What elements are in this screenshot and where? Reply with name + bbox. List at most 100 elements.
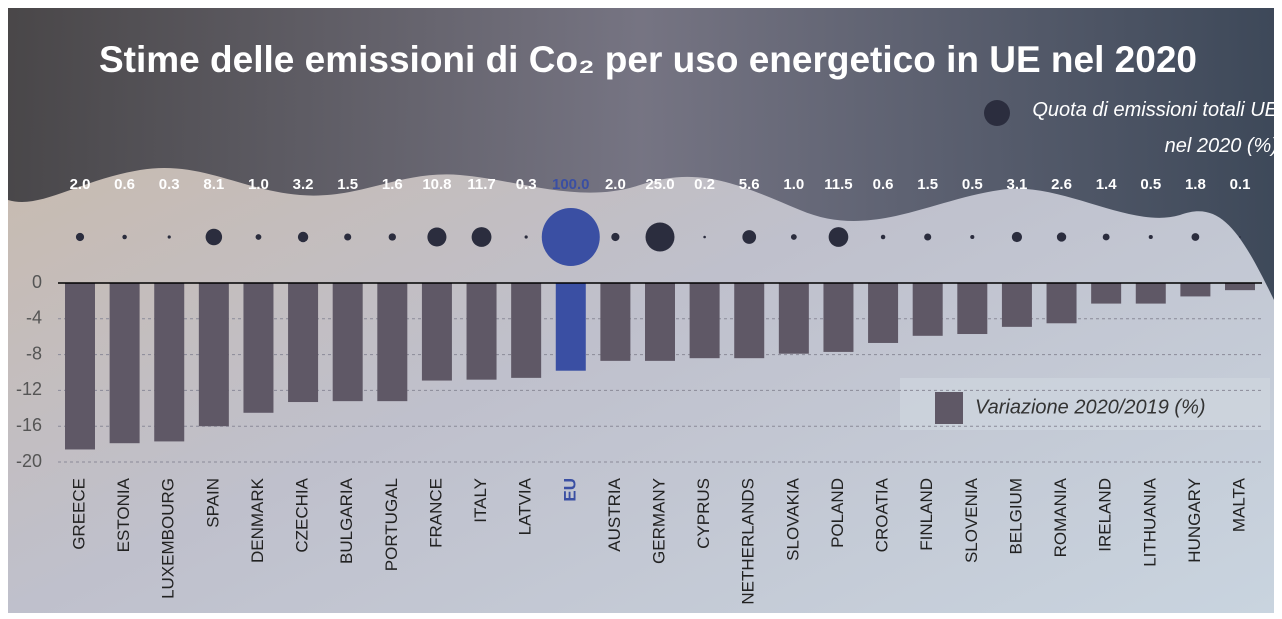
x-tick-label: LATVIA (516, 477, 535, 535)
y-tick-label: 0 (32, 272, 42, 292)
bubble (791, 234, 797, 240)
x-tick-label: ITALY (471, 478, 490, 523)
bar (511, 283, 541, 378)
bubble (122, 235, 126, 239)
bubble (646, 223, 675, 252)
bubble-value-label: 10.8 (422, 176, 451, 193)
bubble (1012, 232, 1022, 242)
x-tick-label: DENMARK (248, 477, 267, 563)
bar (1225, 283, 1255, 290)
y-tick-label: -20 (16, 451, 42, 471)
x-tick-label: HUNGARY (1185, 478, 1204, 563)
bar (110, 283, 140, 443)
bubble-value-label: 11.5 (824, 176, 852, 193)
bar (1047, 283, 1077, 323)
x-tick-label: IRELAND (1096, 478, 1115, 552)
bubble (389, 233, 396, 240)
bubble-value-label: 100.0 (552, 176, 590, 193)
y-tick-label: -16 (16, 415, 42, 435)
y-tick-label: -8 (26, 343, 42, 363)
bubble-value-label: 8.1 (203, 176, 224, 193)
bubble-value-label: 2.0 (70, 176, 91, 193)
y-tick-label: -4 (26, 308, 42, 328)
bubble-value-label: 1.0 (783, 176, 804, 193)
bubble (1057, 232, 1066, 241)
x-tick-label: SPAIN (203, 478, 222, 528)
x-tick-label: CYPRUS (694, 478, 713, 549)
x-tick-label: GERMANY (649, 478, 668, 564)
x-tick-label: SLOVAKIA (783, 477, 802, 560)
bubble (1103, 234, 1110, 241)
chart-page: Variazione 2020/2019 (%) Stime delle emi… (0, 0, 1282, 619)
bubble-value-label: 2.6 (1051, 176, 1072, 193)
bubble-value-label: 0.6 (114, 176, 135, 193)
x-tick-label: PORTUGAL (382, 478, 401, 571)
bubble (298, 232, 308, 242)
x-tick-label: AUSTRIA (605, 477, 624, 551)
bubble (881, 235, 885, 239)
x-tick-label: BELGIUM (1006, 478, 1025, 555)
bar (288, 283, 318, 402)
bar (734, 283, 764, 358)
bubble (611, 233, 619, 241)
bar (199, 283, 229, 426)
bar (600, 283, 630, 361)
bubble-value-label: 2.0 (605, 176, 626, 193)
bubble-value-label: 25.0 (645, 176, 674, 193)
bubble-value-label: 0.5 (962, 176, 983, 193)
x-tick-label: MALTA (1229, 477, 1248, 532)
bubble (703, 236, 706, 239)
bar (422, 283, 452, 381)
bubble-value-label: 11.7 (467, 176, 495, 193)
bubble-value-label: 0.5 (1140, 176, 1161, 193)
bubble (1191, 233, 1199, 241)
x-tick-label: LUXEMBOURG (159, 478, 178, 599)
legend-bubble-label: Quota di emissioni totali UE nel 2020 (%… (1020, 92, 1278, 164)
x-tick-label: POLAND (828, 478, 847, 548)
bar (1136, 283, 1166, 304)
x-tick-label: BULGARIA (337, 477, 356, 564)
bubble-value-label: 1.4 (1096, 176, 1118, 193)
bubble-value-label: 0.3 (516, 176, 537, 193)
bubble-value-label: 3.1 (1006, 176, 1027, 193)
bar (65, 283, 95, 449)
bubble (472, 227, 492, 247)
bar (556, 283, 586, 371)
legend-bar-label: Variazione 2020/2019 (%) (975, 396, 1206, 418)
bubble-value-label: 0.2 (694, 176, 715, 193)
bubble (427, 227, 446, 246)
bar (690, 283, 720, 358)
bubble (1239, 236, 1241, 238)
bar (243, 283, 273, 413)
bubble-value-label: 5.6 (739, 176, 760, 193)
bar (913, 283, 943, 336)
y-tick-label: -12 (16, 379, 42, 399)
bubble (542, 208, 600, 266)
bubble (256, 234, 262, 240)
x-tick-label: NETHERLANDS (739, 478, 758, 605)
bubble-value-label: 0.1 (1230, 176, 1251, 193)
bubble-value-label: 1.0 (248, 176, 269, 193)
bar (868, 283, 898, 343)
bubble (168, 235, 171, 238)
bubble (970, 235, 974, 239)
bubble-value-label: 3.2 (293, 176, 314, 193)
x-tick-label: CZECHIA (293, 477, 312, 552)
bubble (525, 235, 528, 238)
x-tick-label: FINLAND (917, 478, 936, 551)
bubble-value-label: 1.8 (1185, 176, 1206, 193)
bubble (206, 229, 223, 246)
bar (957, 283, 987, 334)
bar (154, 283, 184, 441)
bubble (742, 230, 756, 244)
bar (1180, 283, 1210, 296)
bubble-value-label: 0.6 (873, 176, 894, 193)
bar (823, 283, 853, 352)
x-tick-label: FRANCE (426, 478, 445, 548)
bar (467, 283, 497, 380)
legend-bubble-swatch (984, 100, 1010, 126)
bubble-value-label: 1.5 (917, 176, 938, 193)
bubble-value-label: 1.6 (382, 176, 403, 193)
bar (377, 283, 407, 401)
bubble-value-label: 0.3 (159, 176, 180, 193)
